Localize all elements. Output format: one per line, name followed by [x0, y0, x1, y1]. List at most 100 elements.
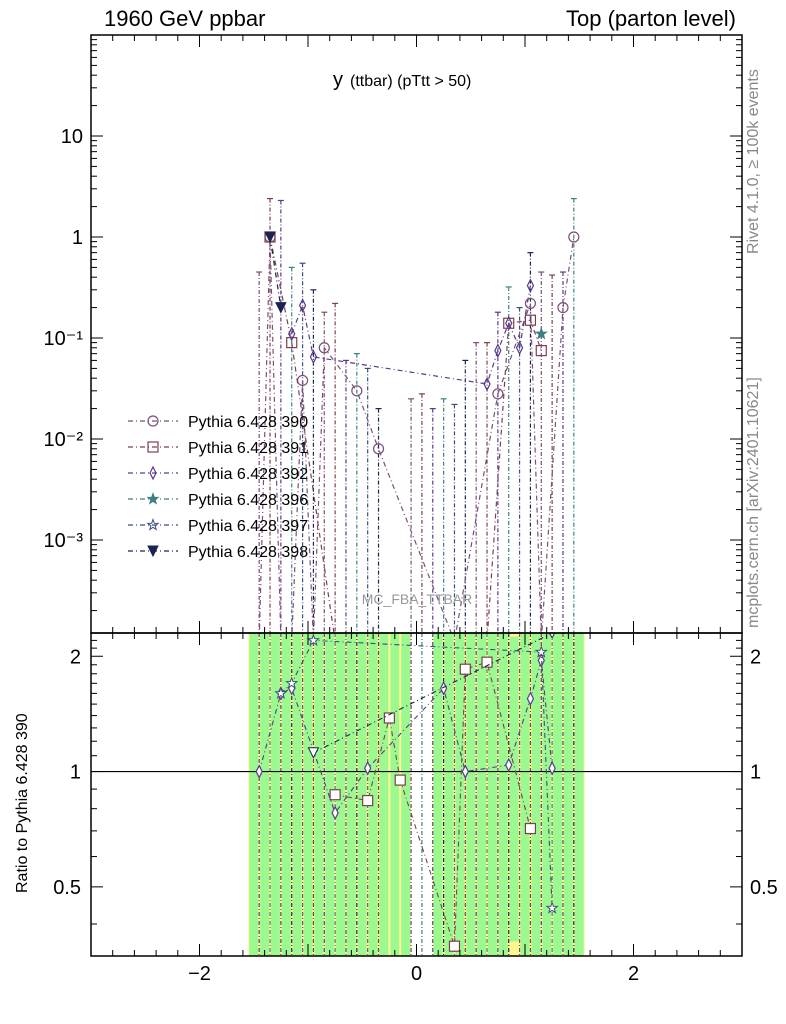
data-point-circle [147, 415, 159, 427]
data-point-star [306, 633, 321, 647]
data-point-diamond [288, 326, 296, 342]
y-tick-label: 1 [72, 227, 83, 249]
ratio-plot-area [91, 633, 742, 956]
y-tick-label: 10⁻³ [44, 530, 84, 552]
ratio-band-green [488, 633, 497, 956]
data-point-square [524, 314, 537, 326]
data-point-triangle [307, 747, 320, 759]
y-tick-label: 10 [61, 126, 83, 148]
ratio-band-green [401, 633, 411, 956]
ratio-plot-frame [90, 632, 743, 957]
data-point-square [535, 345, 547, 357]
ratio-band-green [574, 633, 584, 956]
ratio-band-green [563, 633, 573, 956]
data-point-diamond [494, 343, 502, 358]
ratio-y-tick-label-right: 2 [750, 646, 761, 668]
data-point-square [448, 940, 461, 952]
data-point-square [147, 441, 159, 453]
ratio-series-line [258, 660, 553, 815]
ratio-band-green [271, 633, 280, 956]
ratio-band-green [542, 633, 552, 956]
legend-label: Pythia 6.428 390 [188, 414, 308, 431]
ratio-band-green [368, 633, 378, 956]
data-point-circle [568, 231, 580, 243]
ratio-band-green [477, 633, 487, 956]
x-tick-label: −2 [188, 963, 211, 985]
data-point-diamond [331, 805, 339, 821]
data-point-star [534, 326, 548, 340]
ratio-band-green [444, 633, 454, 956]
legend-label: Pythia 6.428 392 [188, 466, 308, 483]
data-point-square [459, 663, 471, 675]
x-tick-label: 0 [411, 963, 422, 985]
ratio-band-green [466, 633, 476, 956]
legend-label: Pythia 6.428 391 [188, 440, 308, 457]
data-point-star [146, 491, 160, 505]
axes-frame [90, 34, 743, 957]
legend: Pythia 6.428 390 Pythia 6.428 391 Pythia 6… [128, 414, 308, 561]
data-point-diamond [483, 376, 491, 392]
ratio-band-green [292, 633, 302, 956]
data-point-diamond [515, 340, 524, 356]
data-point-square [329, 789, 341, 801]
ratio-band-green [346, 633, 356, 956]
ratio-band-green [249, 633, 259, 956]
ratio-uncertainty-bands [248, 633, 585, 956]
ratio-series-line [313, 633, 553, 754]
ratio-y-tick-label: 2 [70, 646, 81, 668]
data-point-triangle [549, 633, 556, 640]
ratio-band-green [553, 633, 562, 956]
plot-title: y (ttbar) (pTtt > 50) MC_FBA_TTBAR [333, 69, 472, 607]
data-point-star [534, 645, 548, 658]
data-point-star [285, 676, 299, 689]
ratio-band-green [379, 633, 389, 956]
series-line [258, 236, 575, 633]
data-point-circle [524, 297, 537, 310]
ratio-band-green [498, 633, 508, 956]
data-point-circle [318, 342, 330, 354]
ratio-band-green [520, 633, 530, 956]
plot-title-sub: (ttbar) (pTtt > 50) [350, 73, 471, 90]
data-point-diamond [255, 764, 263, 779]
ratio-band-green [509, 636, 519, 942]
data-point-diamond [526, 691, 535, 706]
y-tick-label: 10⁻¹ [44, 328, 84, 350]
x-tick-label: 2 [628, 963, 639, 985]
ratio-y-tick-label-right: 0.5 [750, 877, 778, 899]
data-point-diamond [537, 653, 545, 668]
y-tick-label: 10⁻² [44, 429, 84, 451]
data-point-diamond [548, 760, 556, 776]
main-plot-area [256, 197, 580, 633]
ratio-band-green [433, 633, 443, 956]
axis-tick-labels: −2 0 2 10 1 10⁻¹ 10⁻² 10⁻³ 2 2 1 1 0.5 0.5 [44, 126, 778, 985]
legend-label: Pythia 6.428 397 [188, 518, 308, 535]
data-point-square [362, 794, 374, 807]
data-point-diamond [505, 757, 513, 773]
watermark-label: MC_FBA_TTBAR [362, 591, 472, 607]
data-point-diamond [505, 315, 513, 331]
data-point-square [394, 774, 406, 786]
data-point-diamond [298, 298, 307, 313]
data-point-diamond [149, 465, 157, 481]
data-point-square [524, 822, 537, 835]
data-point-circle [557, 301, 569, 314]
data-point-triangle [275, 302, 287, 314]
ratio-band-green [281, 633, 291, 956]
data-point-diamond [309, 349, 318, 365]
ratio-y-tick-label: 0.5 [53, 877, 81, 899]
ratio-y-tick-label: 1 [70, 762, 81, 784]
plot-title-main: y [333, 69, 343, 91]
data-point-diamond [461, 764, 469, 779]
ratio-band-green [303, 633, 313, 956]
data-point-star [274, 686, 288, 700]
series-line [291, 285, 531, 385]
data-point-circle [351, 385, 363, 397]
data-point-star [545, 901, 559, 914]
data-point-square [383, 712, 395, 724]
ratio-band-green [260, 633, 270, 956]
data-point-square [286, 337, 298, 349]
ratio-band-green [314, 633, 324, 956]
data-point-triangle [147, 545, 159, 558]
ratio-band-green [390, 633, 400, 956]
